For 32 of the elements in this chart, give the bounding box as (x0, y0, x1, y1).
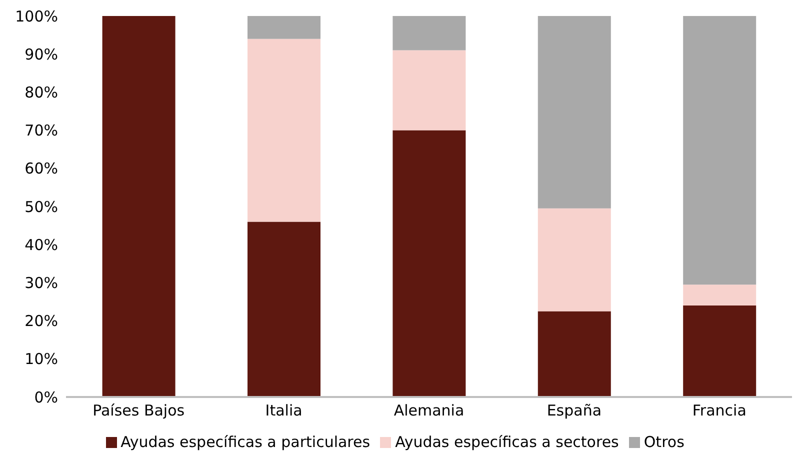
y-tick-label: 80% (24, 84, 58, 102)
bar (392, 130, 466, 397)
y-tick-label: 30% (24, 274, 58, 292)
x-tick-label: Francia (692, 402, 746, 420)
y-tick-label: 20% (24, 312, 58, 330)
bar (248, 16, 320, 39)
x-tick-label: España (546, 402, 602, 420)
bar (538, 208, 611, 312)
bar (248, 222, 320, 397)
y-tick-label: 50% (24, 198, 58, 216)
x-tick-label: Alemania (394, 402, 464, 420)
y-tick-label: 60% (24, 160, 58, 178)
bar (538, 311, 611, 397)
bar (102, 16, 176, 397)
legend-label: Ayudas específicas a particulares (120, 433, 370, 451)
bar (392, 16, 466, 50)
bar (392, 50, 466, 130)
bar (248, 38, 320, 222)
bar (683, 284, 756, 306)
y-tick-label: 10% (24, 350, 58, 368)
x-tick-label: Países Bajos (92, 402, 185, 420)
y-tick-label: 90% (24, 45, 58, 64)
y-tick-label: 70% (24, 122, 58, 140)
bar (538, 16, 611, 208)
bar (683, 306, 756, 397)
y-tick-label: 0% (34, 388, 58, 406)
y-tick-label: 100% (15, 7, 58, 26)
legend-label: Otros (644, 433, 684, 451)
legend-label: Ayudas específicas a sectores (395, 433, 619, 451)
bar (683, 16, 756, 285)
y-tick-label: 40% (24, 236, 58, 254)
x-tick-label: Italia (265, 402, 302, 420)
